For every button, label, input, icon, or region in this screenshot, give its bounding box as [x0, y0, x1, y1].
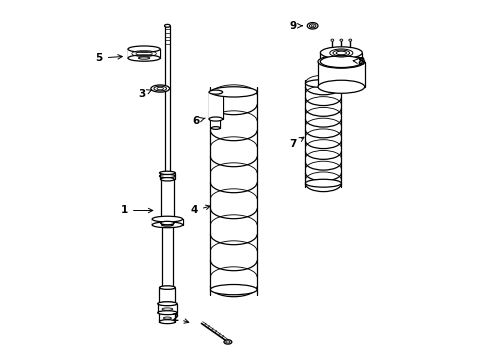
Bar — [160, 176, 174, 223]
Ellipse shape — [310, 25, 313, 27]
Ellipse shape — [159, 171, 175, 175]
Bar — [159, 288, 175, 304]
Ellipse shape — [317, 80, 364, 93]
Ellipse shape — [160, 177, 174, 181]
Ellipse shape — [160, 221, 174, 225]
Ellipse shape — [157, 311, 177, 315]
Ellipse shape — [317, 55, 364, 68]
Text: 1: 1 — [121, 206, 152, 216]
Ellipse shape — [157, 302, 177, 306]
Ellipse shape — [152, 216, 182, 222]
Ellipse shape — [154, 86, 166, 91]
Ellipse shape — [339, 39, 342, 41]
Text: 2: 2 — [171, 313, 188, 323]
Ellipse shape — [161, 224, 173, 226]
Text: 7: 7 — [288, 137, 304, 149]
Ellipse shape — [159, 320, 175, 324]
Bar — [152, 219, 182, 225]
Ellipse shape — [151, 85, 169, 92]
Ellipse shape — [320, 56, 362, 68]
Ellipse shape — [225, 341, 229, 343]
Ellipse shape — [152, 222, 182, 228]
Ellipse shape — [224, 340, 231, 344]
Bar — [161, 225, 173, 288]
Ellipse shape — [305, 80, 341, 87]
Ellipse shape — [348, 39, 351, 41]
Ellipse shape — [138, 57, 149, 59]
Bar — [317, 62, 364, 87]
Bar — [157, 304, 177, 313]
Ellipse shape — [211, 127, 220, 129]
Ellipse shape — [159, 302, 175, 306]
Ellipse shape — [161, 286, 173, 289]
Text: 4: 4 — [190, 205, 210, 216]
Bar — [320, 53, 362, 62]
Ellipse shape — [208, 90, 222, 94]
Ellipse shape — [159, 286, 175, 289]
Ellipse shape — [320, 47, 362, 59]
Ellipse shape — [309, 24, 315, 28]
Bar — [211, 119, 220, 128]
Bar — [128, 49, 160, 58]
Ellipse shape — [164, 24, 170, 27]
Text: 3: 3 — [139, 89, 151, 99]
Ellipse shape — [306, 23, 317, 29]
Text: 6: 6 — [192, 116, 205, 126]
Ellipse shape — [128, 46, 160, 52]
Ellipse shape — [128, 55, 160, 61]
Ellipse shape — [208, 117, 222, 121]
Ellipse shape — [163, 317, 171, 319]
Ellipse shape — [159, 175, 175, 178]
Ellipse shape — [157, 87, 163, 90]
Bar — [208, 92, 222, 119]
Ellipse shape — [210, 284, 257, 295]
Bar — [159, 313, 175, 321]
Text: 5: 5 — [96, 53, 122, 63]
Text: 9: 9 — [289, 21, 302, 31]
Text: 8: 8 — [352, 57, 364, 67]
Ellipse shape — [330, 39, 333, 41]
Ellipse shape — [305, 179, 341, 187]
Ellipse shape — [162, 308, 172, 310]
Ellipse shape — [210, 87, 257, 97]
Bar — [159, 173, 175, 179]
